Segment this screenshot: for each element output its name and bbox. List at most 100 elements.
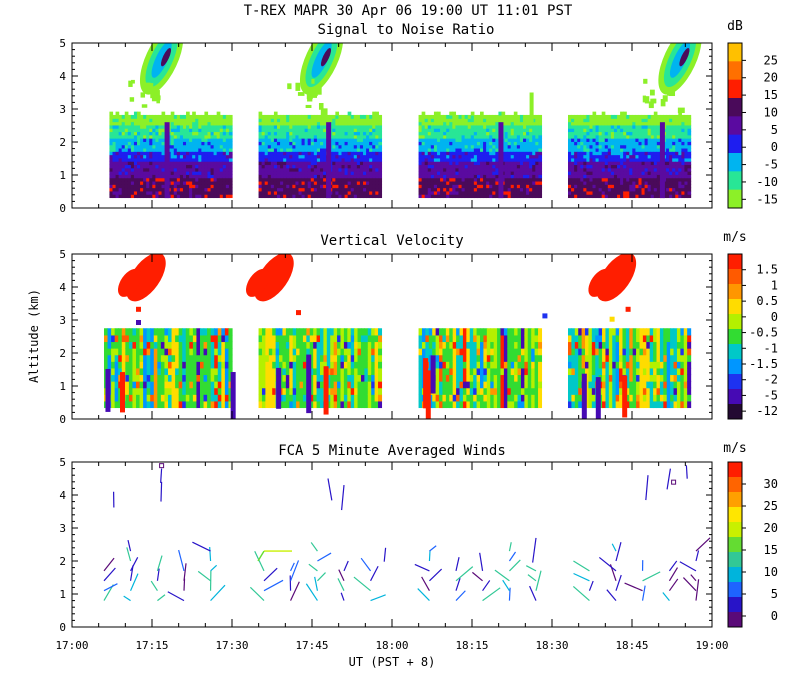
snr-cell	[516, 121, 521, 126]
snr-cell	[427, 114, 432, 119]
snr-cell	[130, 131, 135, 136]
snr-cell	[427, 157, 432, 162]
snr-cell	[140, 151, 144, 156]
snr-cell	[207, 131, 212, 136]
snr-cell	[341, 164, 346, 169]
snr-cell	[595, 134, 600, 139]
velocity-cell	[192, 387, 198, 395]
velocity-cell	[299, 381, 304, 389]
snr-cell	[140, 184, 144, 189]
velocity-cell	[347, 400, 352, 409]
snr-cell	[186, 134, 190, 139]
snr-cell	[513, 151, 518, 156]
snr-cell	[623, 187, 627, 192]
snr-cell	[264, 194, 269, 199]
velocity-cell	[136, 394, 141, 402]
snr-cell	[586, 194, 591, 199]
snr-cell	[130, 114, 135, 119]
snr-cell	[592, 128, 597, 133]
snr-speck	[529, 92, 534, 123]
snr-cell	[418, 154, 423, 159]
velocity-cell	[228, 341, 233, 349]
snr-cell	[261, 118, 266, 123]
snr-cell	[538, 114, 543, 119]
snr-cell	[455, 138, 460, 142]
snr-cell	[647, 167, 652, 172]
snr-cell	[359, 138, 364, 142]
velocity-cell	[118, 367, 123, 376]
snr-cell	[286, 128, 290, 133]
snr-cell	[647, 180, 652, 185]
snr-cell	[623, 157, 627, 162]
snr-cell	[216, 121, 221, 126]
snr-cell	[647, 144, 652, 149]
snr-cell	[359, 190, 364, 195]
snr-cell	[155, 174, 160, 179]
snr-cell	[470, 177, 475, 182]
snr-cell	[577, 154, 581, 159]
snr-cell	[298, 151, 303, 156]
snr-cell	[170, 111, 175, 116]
snr-cell	[443, 154, 447, 159]
snr-cell	[473, 154, 478, 159]
snr-cell	[568, 171, 572, 175]
snr-cell	[353, 134, 358, 139]
snr-cell	[476, 187, 481, 192]
snr-cell	[629, 194, 633, 199]
snr-cell	[458, 161, 463, 166]
snr-cell	[678, 131, 682, 136]
snr-cell	[228, 114, 233, 119]
snr-cell	[678, 111, 682, 116]
snr-cell	[480, 184, 484, 189]
snr-cell	[350, 154, 355, 159]
snr-cell	[461, 161, 466, 166]
snr-cell	[176, 190, 181, 195]
snr-cell	[650, 151, 655, 156]
snr-cell	[650, 147, 655, 152]
colorbar-swatch	[728, 98, 742, 117]
snr-cell	[149, 184, 153, 189]
snr-cell	[210, 151, 215, 156]
velocity-cell	[136, 400, 141, 409]
snr-streak	[326, 122, 332, 199]
snr-cell	[182, 118, 187, 123]
snr-cell	[301, 184, 306, 189]
velocity-cell	[207, 334, 212, 343]
snr-cell	[507, 134, 512, 139]
snr-cell	[424, 161, 429, 166]
velocity-cell	[268, 374, 273, 382]
velocity-cell	[261, 387, 266, 395]
snr-cell	[335, 144, 340, 149]
snr-cell	[656, 151, 661, 156]
snr-cell	[258, 121, 263, 126]
snr-cell	[228, 121, 233, 126]
snr-speck	[156, 90, 160, 99]
velocity-cell	[316, 341, 321, 349]
snr-cell	[489, 164, 493, 169]
snr-cell	[617, 157, 621, 162]
velocity-cell	[189, 334, 194, 343]
snr-cell	[130, 147, 135, 152]
snr-cell	[332, 151, 336, 156]
snr-cell	[143, 131, 147, 136]
velocity-cell	[282, 334, 287, 343]
snr-cell	[149, 128, 153, 133]
snr-cell	[629, 154, 633, 159]
snr-cell	[666, 187, 670, 192]
velocity-cell	[292, 341, 297, 349]
snr-cell	[267, 190, 272, 195]
velocity-cell	[164, 400, 169, 409]
snr-cell	[519, 131, 524, 136]
snr-cell	[427, 187, 432, 192]
velocity-cell	[146, 381, 151, 389]
snr-cell	[604, 121, 609, 126]
snr-cell	[307, 124, 312, 129]
snr-cell	[476, 144, 481, 149]
velocity-cell	[125, 381, 130, 389]
snr-cell	[681, 134, 686, 139]
snr-cell	[161, 134, 166, 139]
snr-cell	[289, 118, 293, 123]
snr-cell	[179, 124, 184, 129]
snr-cell	[161, 131, 166, 136]
